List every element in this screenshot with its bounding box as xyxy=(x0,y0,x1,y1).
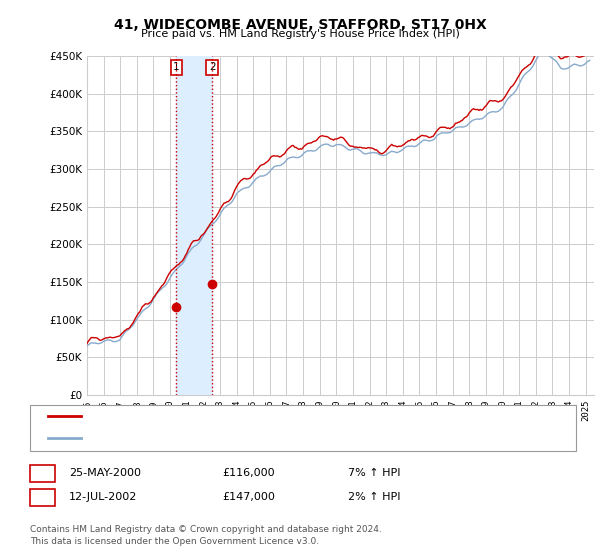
Text: 12-JUL-2002: 12-JUL-2002 xyxy=(69,492,137,502)
Text: Contains HM Land Registry data © Crown copyright and database right 2024.
This d: Contains HM Land Registry data © Crown c… xyxy=(30,525,382,546)
Text: £147,000: £147,000 xyxy=(222,492,275,502)
Text: 2% ↑ HPI: 2% ↑ HPI xyxy=(348,492,401,502)
Text: HPI: Average price, detached house, Stafford: HPI: Average price, detached house, Staf… xyxy=(87,433,322,443)
Text: 7% ↑ HPI: 7% ↑ HPI xyxy=(348,468,401,478)
Text: 1: 1 xyxy=(173,62,180,72)
Text: 2: 2 xyxy=(209,62,215,72)
Text: 41, WIDECOMBE AVENUE, STAFFORD, ST17 0HX: 41, WIDECOMBE AVENUE, STAFFORD, ST17 0HX xyxy=(113,18,487,32)
Text: 41, WIDECOMBE AVENUE, STAFFORD, ST17 0HX (detached house): 41, WIDECOMBE AVENUE, STAFFORD, ST17 0HX… xyxy=(87,410,431,421)
Text: Price paid vs. HM Land Registry's House Price Index (HPI): Price paid vs. HM Land Registry's House … xyxy=(140,29,460,39)
Bar xyxy=(176,56,212,395)
Text: £116,000: £116,000 xyxy=(222,468,275,478)
Text: 25-MAY-2000: 25-MAY-2000 xyxy=(69,468,141,478)
Text: 2: 2 xyxy=(39,492,46,502)
Text: 1: 1 xyxy=(39,468,46,478)
